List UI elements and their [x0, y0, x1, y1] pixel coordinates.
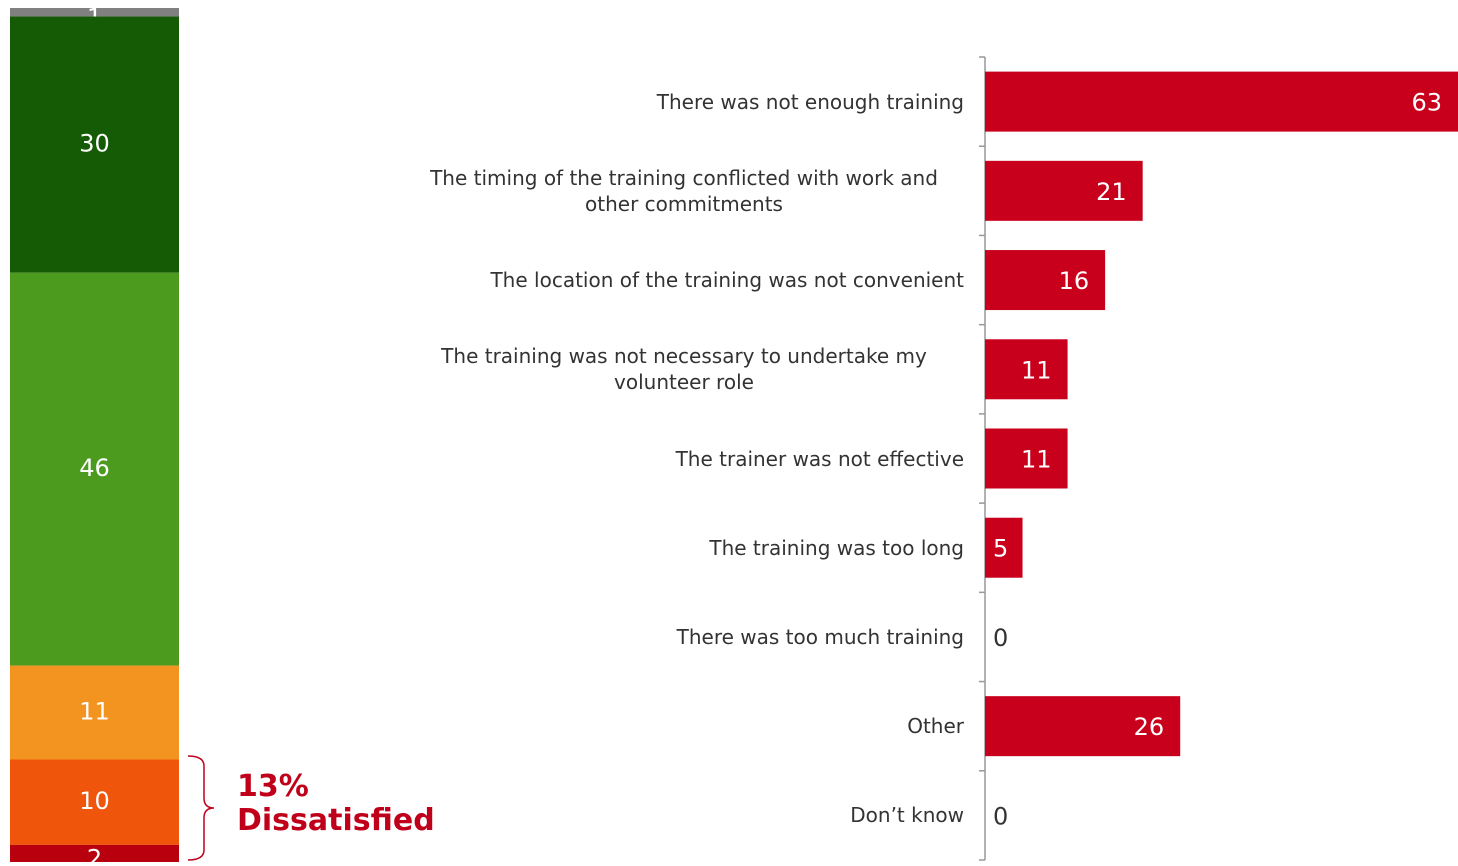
- category-label: The trainer was not effective: [675, 446, 964, 471]
- annotation: 13% Dissatisfied: [237, 770, 435, 838]
- bar: [985, 160, 1143, 221]
- bracket: [187, 755, 215, 861]
- bar: [985, 339, 1068, 400]
- value-label: 21: [1096, 178, 1127, 206]
- annotation-line: 13%: [237, 769, 309, 804]
- category-label-box: Other: [907, 696, 964, 756]
- segment: [10, 759, 179, 845]
- category-label-box: The training was not necessary to undert…: [404, 339, 964, 399]
- category-label: The training was not necessary to undert…: [441, 344, 927, 395]
- bar: [985, 71, 1458, 132]
- category-label: The location of the training was not con…: [490, 268, 964, 293]
- category-label-box: There was too much training: [677, 607, 964, 667]
- category-label-box: The location of the training was not con…: [490, 250, 964, 310]
- value-label: 5: [993, 535, 1008, 563]
- value-label: 11: [1021, 446, 1052, 474]
- category-label: Don’t know: [850, 803, 964, 828]
- category-label-box: The trainer was not effective: [676, 429, 964, 489]
- category-label: The timing of the training conflicted wi…: [430, 165, 938, 216]
- value-label: 46: [79, 454, 110, 482]
- segment: [10, 665, 179, 760]
- category-label-box: There was not enough training: [657, 72, 964, 132]
- value-label: 63: [1411, 89, 1442, 117]
- bar: [985, 517, 1023, 578]
- segment: [10, 8, 179, 17]
- value-label: 0: [993, 802, 1008, 830]
- segment: [10, 272, 179, 666]
- category-label-box: Don’t know: [850, 785, 964, 845]
- annotation-line: Dissatisfied: [237, 803, 435, 838]
- value-label: 30: [79, 130, 110, 158]
- value-label: 16: [1059, 267, 1090, 295]
- category-label: Other: [907, 714, 964, 739]
- value-label: 11: [79, 698, 110, 726]
- category-label-box: The timing of the training conflicted wi…: [404, 161, 964, 221]
- bar: [985, 428, 1068, 489]
- segment: [10, 844, 179, 862]
- segment: [10, 16, 179, 273]
- bar: [985, 696, 1181, 757]
- bar: [985, 250, 1106, 311]
- value-label: 26: [1134, 713, 1165, 741]
- category-label: There was not enough training: [656, 89, 964, 114]
- value-label: 2: [87, 844, 102, 866]
- value-label: 11: [1021, 356, 1052, 384]
- value-label: 0: [993, 624, 1008, 652]
- category-label: The training was too long: [709, 535, 964, 560]
- value-label: 10: [79, 787, 110, 815]
- category-label: There was too much training: [676, 624, 964, 649]
- category-label-box: The training was too long: [709, 518, 964, 578]
